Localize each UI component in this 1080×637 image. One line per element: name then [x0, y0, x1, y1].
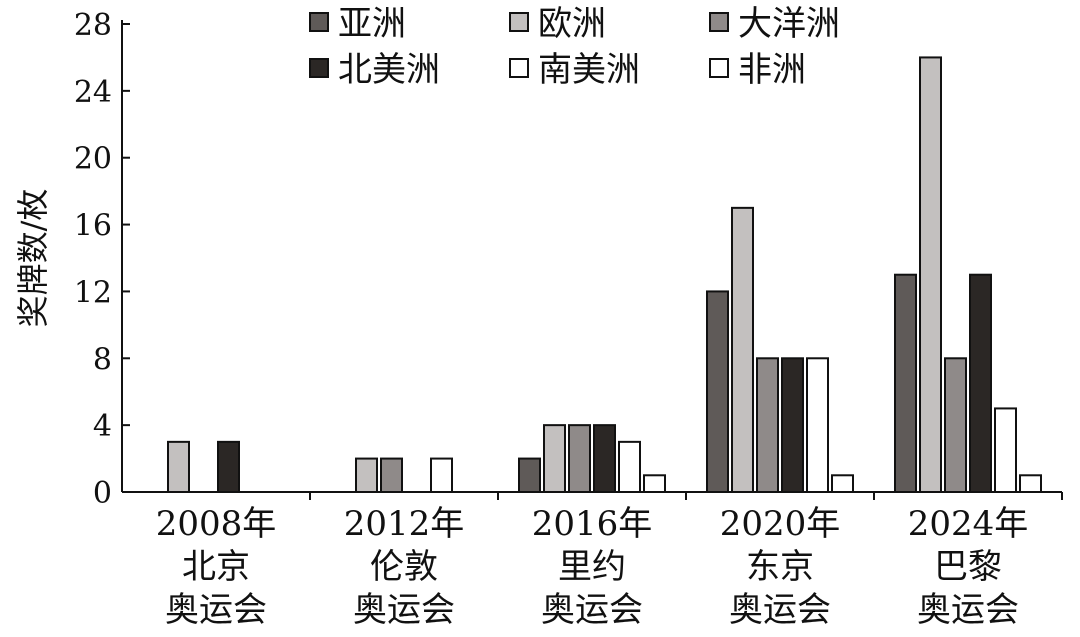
legend-label: 非洲 [738, 50, 806, 90]
bar-4-2 [944, 357, 967, 493]
legend-swatch [309, 12, 329, 32]
category-label: 奥运会 [917, 590, 1019, 630]
legend-swatch [709, 12, 729, 32]
y-tick-label: 12 [74, 275, 112, 310]
y-tick-label: 20 [74, 142, 112, 177]
bar-0-1 [167, 440, 190, 494]
y-tick-label: 0 [93, 476, 112, 511]
ticks: 0 4 8 12 16 20 24 28 [74, 8, 130, 511]
category-label: 伦敦 [370, 547, 438, 587]
bar-1-1 [355, 457, 378, 494]
bar-2-4 [618, 440, 641, 494]
bar-1-2 [380, 457, 403, 494]
bar-4-3 [969, 273, 992, 494]
y-tick-label: 24 [74, 75, 112, 110]
bar-2-5 [643, 474, 666, 493]
bar-3-0 [706, 290, 729, 493]
category-label: 2012年 [344, 504, 465, 544]
legend-label: 欧洲 [538, 4, 606, 44]
category-label: 奥运会 [353, 590, 455, 630]
category-label: 奥运会 [541, 590, 643, 630]
y-tick-label: 28 [74, 8, 112, 43]
category-label: 2016年 [532, 504, 653, 544]
bar-3-5 [831, 474, 854, 493]
category-label: 里约 [558, 547, 626, 587]
bar-2-1 [543, 424, 566, 493]
legend-swatch [709, 58, 729, 78]
bar-2-3 [593, 424, 616, 493]
bar-4-1 [919, 56, 942, 494]
category-label: 2024年 [908, 504, 1029, 544]
bar-2-2 [568, 424, 591, 493]
legend-label: 亚洲 [338, 4, 406, 44]
legend-swatch [509, 12, 529, 32]
bar-4-5 [1019, 474, 1042, 493]
bar-3-3 [781, 357, 804, 493]
y-tick-label: 4 [93, 409, 112, 444]
category-label: 奥运会 [729, 590, 831, 630]
legend-swatch [309, 58, 329, 78]
bar-1-4 [430, 457, 453, 494]
category-label: 2020年 [720, 504, 841, 544]
category-label: 奥运会 [165, 590, 267, 630]
legend-label: 大洋洲 [738, 4, 840, 44]
legend-label: 北美洲 [338, 50, 440, 90]
y-axis-label-group: 奖牌数/枚 [14, 189, 52, 328]
bar-0-3 [217, 440, 240, 494]
bar-4-4 [994, 407, 1017, 493]
y-tick-label: 16 [74, 209, 112, 244]
legend-label: 南美洲 [538, 50, 640, 90]
bar-2-0 [518, 457, 541, 494]
y-axis-label: 奖牌数/枚 [14, 189, 52, 328]
category-label: 巴黎 [934, 547, 1002, 587]
bar-4-0 [894, 273, 917, 494]
bar-3-4 [806, 357, 829, 493]
category-label: 东京 [746, 547, 814, 587]
category-labels: 2008年北京奥运会2012年伦敦奥运会2016年里约奥运会2020年东京奥运会… [156, 504, 1029, 630]
bar-3-2 [756, 357, 779, 493]
bars [167, 56, 1063, 500]
y-tick-label: 8 [93, 342, 112, 377]
category-label: 北京 [182, 547, 250, 587]
category-label: 2008年 [156, 504, 277, 544]
legend-swatch [509, 58, 529, 78]
bar-3-1 [731, 206, 754, 493]
